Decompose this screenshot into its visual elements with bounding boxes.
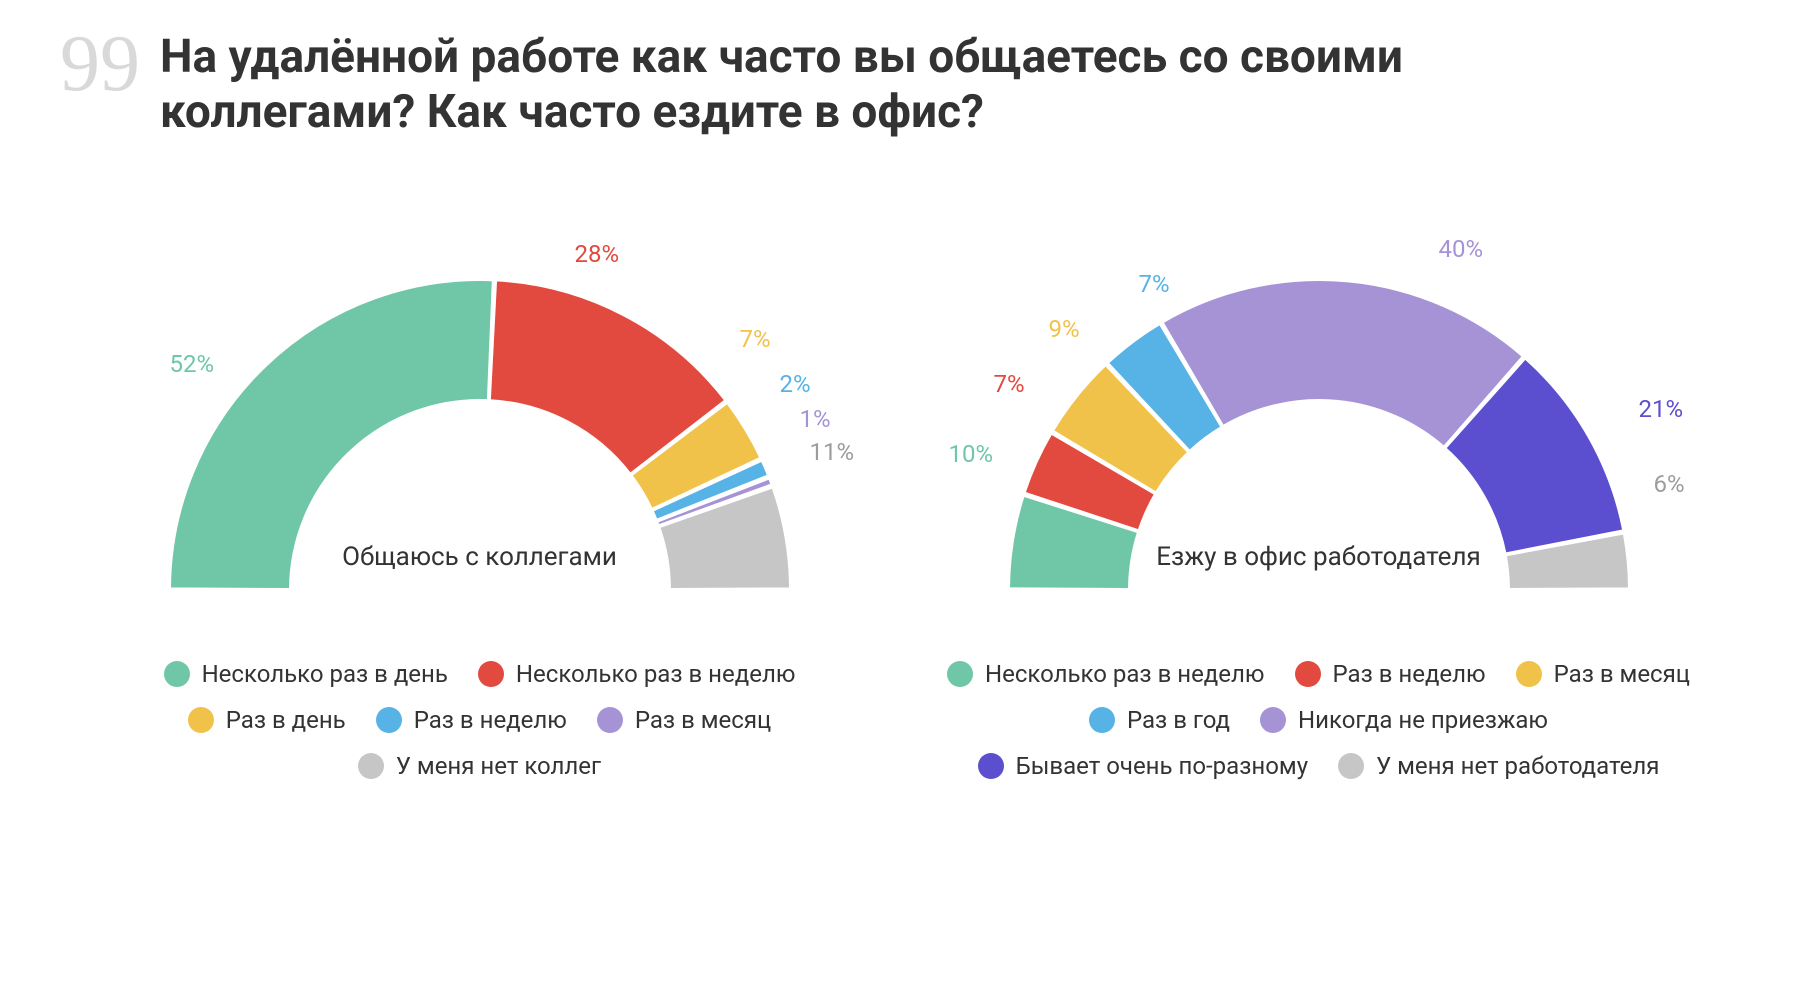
pct-label-6: 6% [1654, 470, 1685, 498]
legend-swatch-icon [1295, 661, 1321, 687]
legend-label: Раз в неделю [414, 706, 567, 734]
legend-label: Раз в неделю [1333, 660, 1486, 688]
legend-item-3: Раз в неделю [376, 706, 567, 734]
legend-swatch-icon [978, 753, 1004, 779]
legend-item-5: У меня нет коллег [358, 752, 601, 780]
header: 99 На удалённой работе как часто вы обща… [60, 30, 1738, 140]
pct-label-4: 40% [1439, 235, 1484, 263]
legend-label: Раз в год [1127, 706, 1230, 734]
pct-label-3: 2% [780, 370, 811, 398]
legend-item-4: Никогда не приезжаю [1260, 706, 1548, 734]
legend-label: Несколько раз в неделю [985, 660, 1265, 688]
legend-item-5: Бывает очень по-разному [978, 752, 1309, 780]
pct-label-3: 7% [1139, 270, 1170, 298]
legend-item-3: Раз в год [1089, 706, 1230, 734]
legend-label: У меня нет работодателя [1376, 752, 1659, 780]
chart-colleagues-label: Общаюсь с коллегами [342, 542, 617, 572]
chart-colleagues-canvas: Общаюсь с коллегами 52% 28% 7% 2% 1% 11% [100, 220, 860, 620]
legend-swatch-icon [1260, 707, 1286, 733]
legend-swatch-icon [164, 661, 190, 687]
legend-item-4: Раз в месяц [597, 706, 771, 734]
legend-swatch-icon [1516, 661, 1542, 687]
chart-colleagues: Общаюсь с коллегами 52% 28% 7% 2% 1% 11% Неск… [80, 220, 879, 780]
pct-label-1: 7% [994, 370, 1025, 398]
legend-label: Раз в день [226, 706, 346, 734]
pct-label-4: 1% [800, 405, 831, 433]
pct-label-0: 10% [949, 440, 994, 468]
legend-label: Несколько раз в день [202, 660, 448, 688]
legend-item-2: Раз в месяц [1516, 660, 1690, 688]
legend-item-1: Несколько раз в неделю [478, 660, 796, 688]
legend-item-2: Раз в день [188, 706, 346, 734]
pct-label-2: 7% [740, 325, 771, 353]
chart-office-canvas: Езжу в офис работодателя 10% 7% 9% 7% 40% 21%… [939, 220, 1699, 620]
chart-office-legend: Несколько раз в неделю Раз в неделю Раз в … [939, 660, 1699, 780]
pct-label-0: 52% [170, 350, 215, 378]
legend-swatch-icon [1089, 707, 1115, 733]
legend-item-0: Несколько раз в день [164, 660, 448, 688]
legend-swatch-icon [947, 661, 973, 687]
legend-label: Бывает очень по-разному [1016, 752, 1309, 780]
legend-swatch-icon [358, 753, 384, 779]
legend-swatch-icon [376, 707, 402, 733]
legend-swatch-icon [478, 661, 504, 687]
legend-swatch-icon [1338, 753, 1364, 779]
quote-icon: 99 [60, 40, 140, 88]
legend-label: Раз в месяц [635, 706, 771, 734]
legend-item-6: У меня нет работодателя [1338, 752, 1659, 780]
chart-office: Езжу в офис работодателя 10% 7% 9% 7% 40% 21%… [919, 220, 1718, 780]
legend-label: Никогда не приезжаю [1298, 706, 1548, 734]
legend-label: У меня нет коллег [396, 752, 601, 780]
pct-label-1: 28% [575, 240, 620, 268]
legend-swatch-icon [188, 707, 214, 733]
legend-item-0: Несколько раз в неделю [947, 660, 1265, 688]
page-title: На удалённой работе как часто вы общаете… [160, 30, 1660, 140]
legend-item-1: Раз в неделю [1295, 660, 1486, 688]
chart-office-label: Езжу в офис работодателя [1156, 542, 1481, 572]
legend-label: Раз в месяц [1554, 660, 1690, 688]
pct-label-2: 9% [1049, 315, 1080, 343]
chart-colleagues-legend: Несколько раз в день Несколько раз в неде… [100, 660, 860, 780]
pct-label-5: 21% [1639, 395, 1684, 423]
legend-label: Несколько раз в неделю [516, 660, 796, 688]
pct-label-5: 11% [810, 438, 855, 466]
charts-row: Общаюсь с коллегами 52% 28% 7% 2% 1% 11% Неск… [60, 220, 1738, 780]
legend-swatch-icon [597, 707, 623, 733]
